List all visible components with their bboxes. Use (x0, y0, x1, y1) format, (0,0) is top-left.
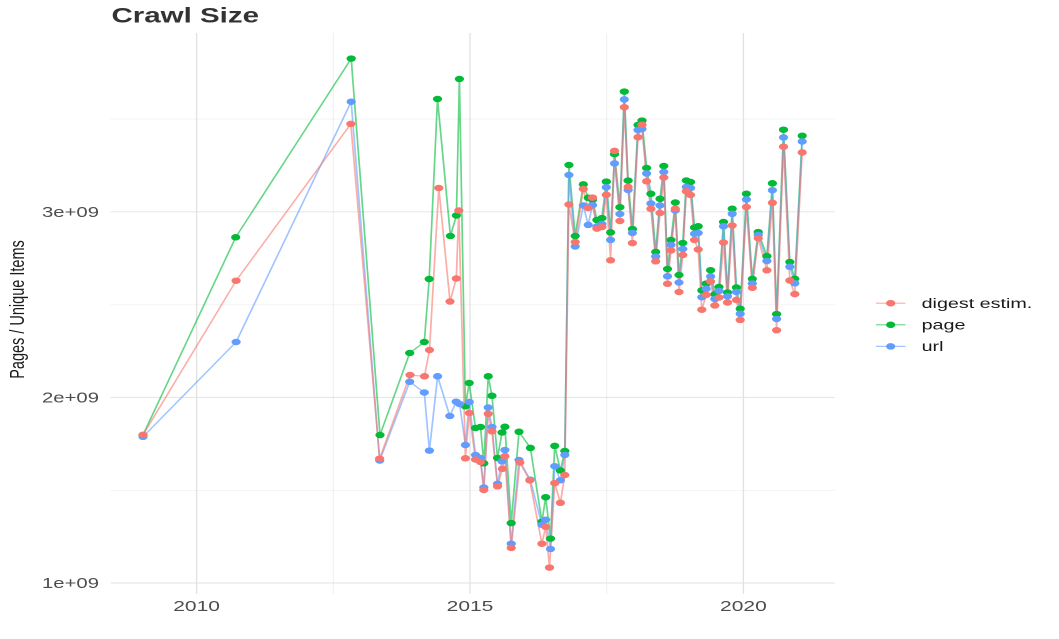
svg-text:2020: 2020 (720, 598, 767, 614)
svg-text:digest estim.: digest estim. (922, 296, 1033, 311)
svg-text:3e+09: 3e+09 (42, 204, 99, 220)
svg-text:1e+09: 1e+09 (42, 575, 99, 591)
svg-text:Crawl Size: Crawl Size (111, 4, 259, 27)
svg-text:page: page (922, 317, 966, 332)
svg-text:2010: 2010 (173, 598, 220, 614)
svg-text:2015: 2015 (447, 598, 494, 614)
svg-text:url: url (922, 339, 944, 354)
svg-text:2e+09: 2e+09 (42, 389, 99, 405)
svg-text:Pages / Unique Items: Pages / Unique Items (6, 240, 29, 379)
